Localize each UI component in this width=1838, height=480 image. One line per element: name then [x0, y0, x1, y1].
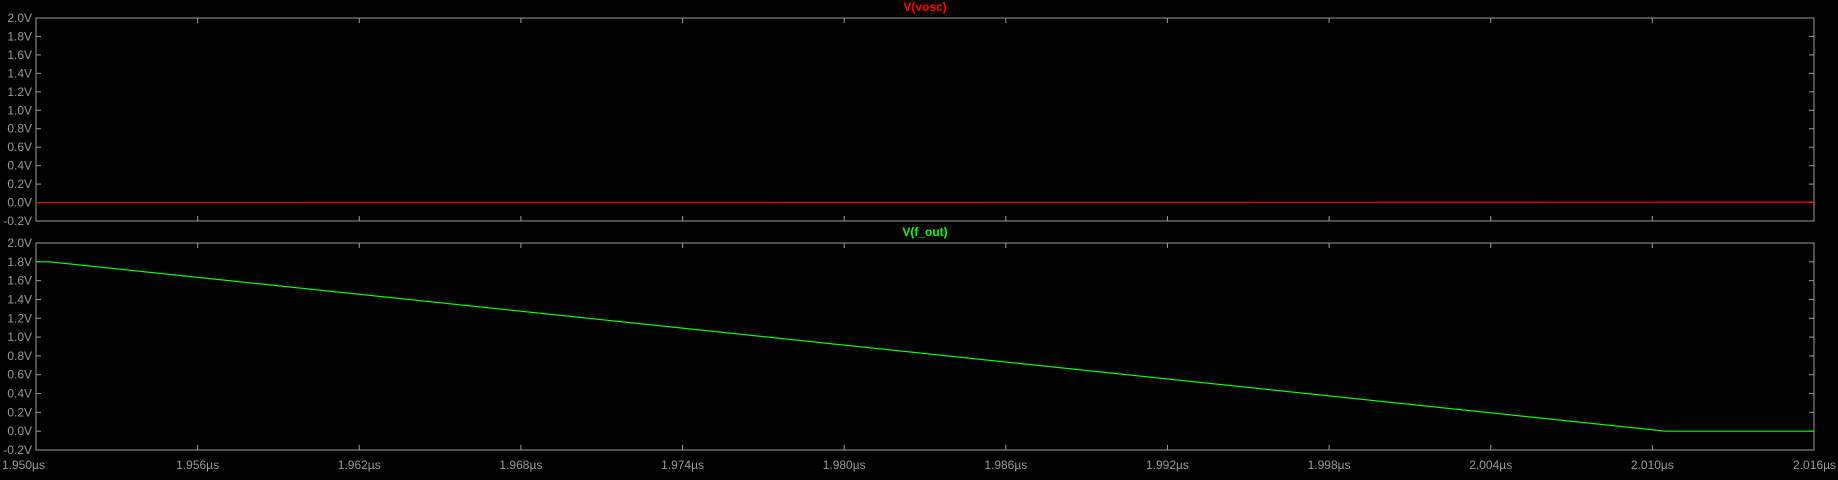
y-tick-label: 0.4V [7, 159, 32, 173]
y-tick-label: 1.4V [7, 66, 32, 80]
y-tick-label: 0.0V [7, 196, 32, 210]
x-tick-label: 1.950µs [2, 458, 45, 472]
y-tick-label: 2.0V [7, 236, 32, 250]
y-tick-label: 0.4V [7, 387, 32, 401]
y-tick-label: 1.2V [7, 85, 32, 99]
x-tick-label: 2.016µs [1793, 458, 1836, 472]
y-tick-label: 1.6V [7, 48, 32, 62]
x-tick-label: 1.956µs [176, 458, 219, 472]
x-tick-label: 1.974µs [661, 458, 704, 472]
x-tick-label: 2.010µs [1631, 458, 1674, 472]
series-line [36, 262, 1814, 431]
y-tick-label: 0.8V [7, 349, 32, 363]
y-tick-label: 1.8V [7, 255, 32, 269]
plot-pane-1: V(vosc) 2.0V 1.8V 1.6V 1.4V 1.2V 1.0V 0.8V 0.6V 0… [3, 0, 1814, 228]
y-tick-label: 0.0V [7, 424, 32, 438]
x-tick-label: 1.962µs [338, 458, 381, 472]
x-tick-label: 1.986µs [984, 458, 1027, 472]
x-tick-label: 2.004µs [1469, 458, 1512, 472]
x-tick-label: 1.980µs [823, 458, 866, 472]
y-tick-label: 1.6V [7, 274, 32, 288]
x-tick-label: 1.992µs [1146, 458, 1189, 472]
y-tick-label: 0.2V [7, 177, 32, 191]
y-tick-label: -0.2V [3, 443, 32, 457]
y-tick-label: 0.2V [7, 405, 32, 419]
y-tick-label: 1.8V [7, 29, 32, 43]
plot-pane-2: V(f_out) 2.0V 1.8V 1.6V 1.4V 1.2V 1.0V 0.8V 0.6V… [3, 225, 1814, 457]
x-tick-label: 1.968µs [499, 458, 542, 472]
y-tick-label: 1.4V [7, 292, 32, 306]
plot-frame [36, 18, 1814, 221]
y-tick-label: 2.0V [7, 11, 32, 25]
y-tick-label: 1.0V [7, 103, 32, 117]
y-tick-label: 1.2V [7, 311, 32, 325]
y-tick-label: 0.8V [7, 122, 32, 136]
x-tick-label: 1.998µs [1308, 458, 1351, 472]
y-tick-label: 0.6V [7, 368, 32, 382]
trace-title: V(f_out) [902, 225, 947, 239]
y-tick-label: -0.2V [3, 214, 32, 228]
trace-title: V(vosc) [903, 0, 946, 14]
y-tick-label: 1.0V [7, 330, 32, 344]
y-tick-label: 0.6V [7, 140, 32, 154]
